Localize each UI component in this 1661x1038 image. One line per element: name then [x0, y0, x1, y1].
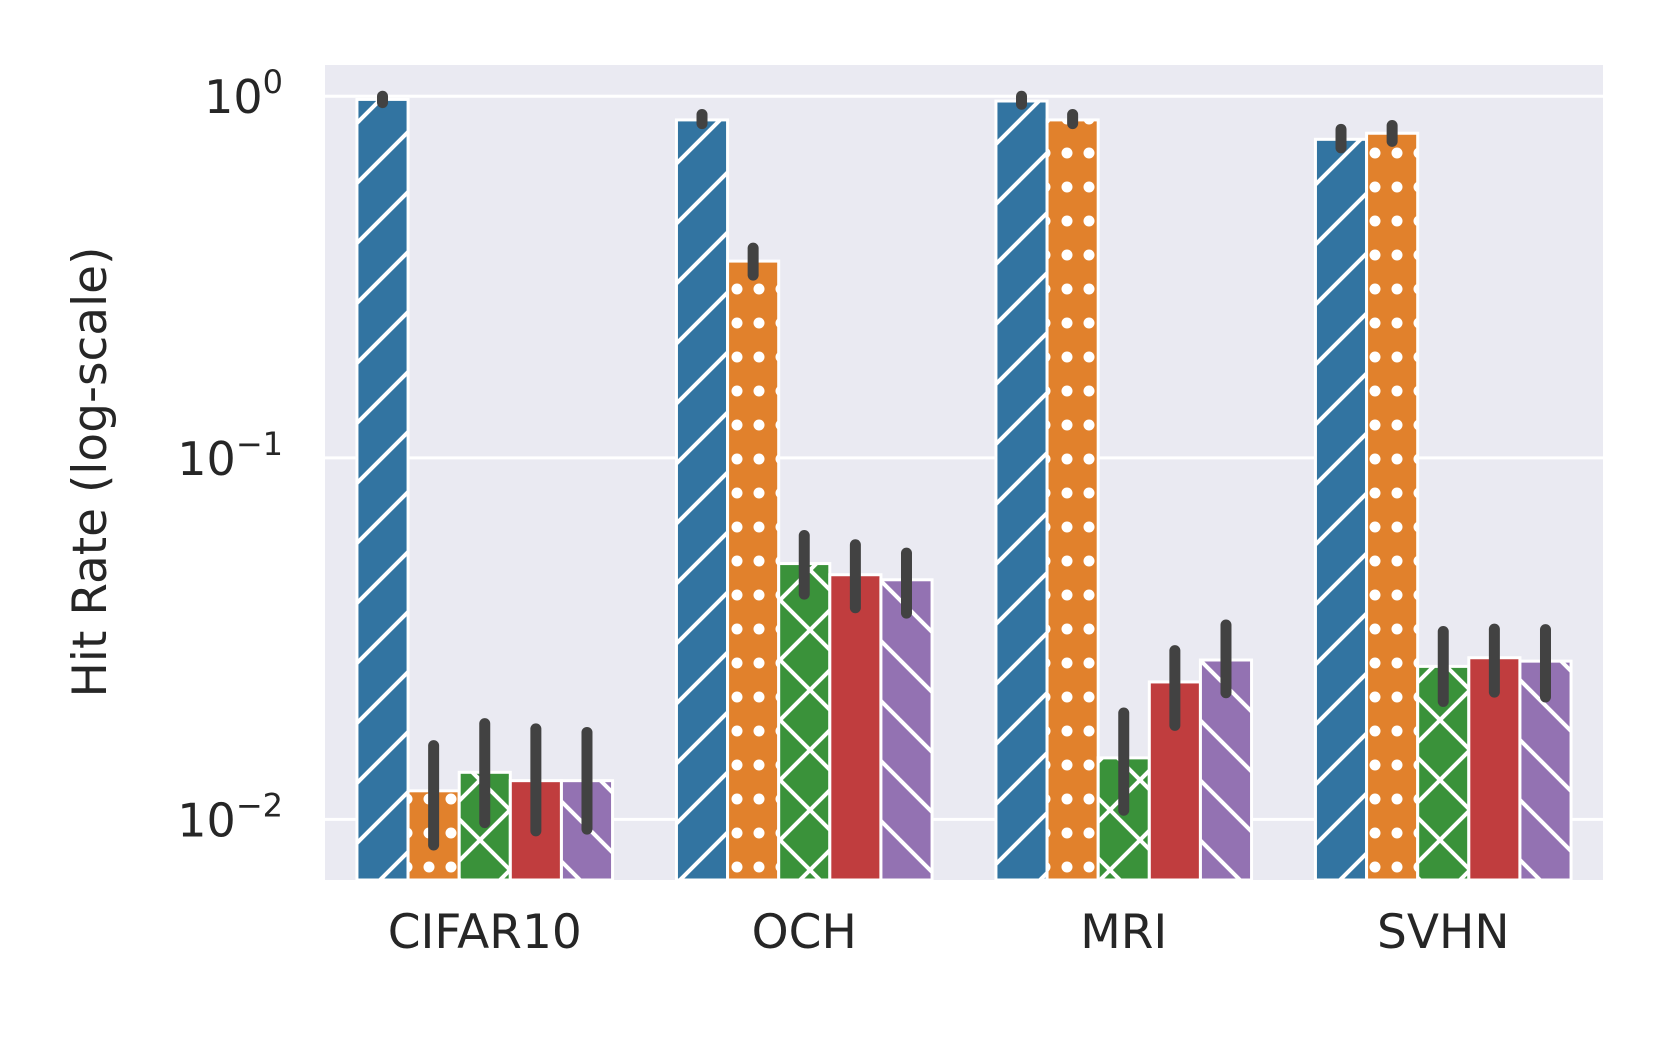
x-tick-label-och: OCH — [752, 905, 857, 960]
bars — [355, 97, 1573, 880]
x-tick-label-svhn: SVHN — [1377, 905, 1510, 960]
bar-hatch — [1047, 119, 1099, 880]
bar-och-series-4 — [828, 573, 883, 880]
y-tick-label: 10−2 — [177, 786, 283, 847]
y-tick-labels: 100 10−1 10−2 — [177, 63, 283, 847]
bar-hatch — [727, 261, 779, 880]
x-tick-label-mri: MRI — [1080, 905, 1167, 960]
error-bars — [377, 90, 1551, 851]
bar-hatch — [778, 563, 830, 880]
y-tick-label: 100 — [204, 63, 283, 124]
bar-hatch — [1315, 139, 1367, 880]
x-tick-labels: CIFAR10 OCH MRI SVHN — [388, 905, 1510, 960]
x-tick-label-cifar10: CIFAR10 — [388, 905, 582, 960]
bar-hatch — [880, 579, 933, 880]
y-tick-label: 10−1 — [177, 425, 283, 486]
bar-hatch — [356, 99, 409, 880]
bar-hatch — [676, 119, 728, 880]
bar-hatch — [1366, 133, 1418, 880]
y-axis-label: Hit Rate (log-scale) — [63, 247, 118, 698]
bar-hatch — [995, 101, 1048, 880]
